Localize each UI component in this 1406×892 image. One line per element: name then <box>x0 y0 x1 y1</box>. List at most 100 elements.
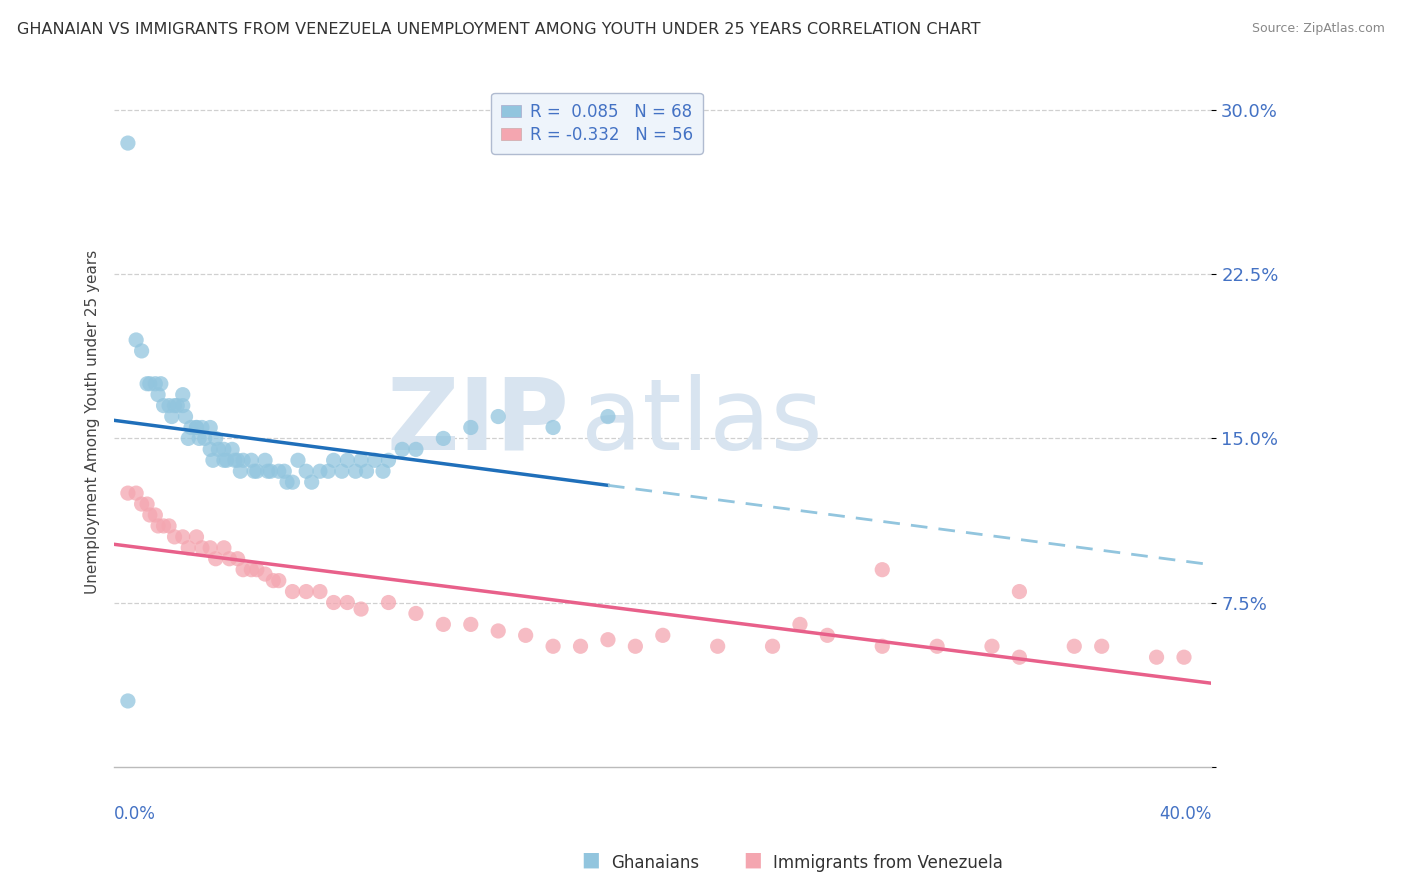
Point <box>596 409 619 424</box>
Point <box>259 464 281 478</box>
Point <box>287 453 309 467</box>
Legend: R =  0.085   N = 68, R = -0.332   N = 56: R = 0.085 N = 68, R = -0.332 N = 56 <box>491 93 703 153</box>
Point <box>596 632 619 647</box>
Point <box>295 464 318 478</box>
Point <box>789 617 811 632</box>
Point <box>254 567 277 582</box>
Point <box>276 475 298 490</box>
Point <box>117 136 139 150</box>
Point <box>486 624 509 638</box>
Point <box>336 595 359 609</box>
Point <box>927 640 949 654</box>
Point <box>163 399 186 413</box>
Point <box>460 420 482 434</box>
Text: 0.0%: 0.0% <box>114 805 156 823</box>
Point <box>172 387 194 401</box>
Point <box>281 584 304 599</box>
Point <box>460 617 482 632</box>
Point <box>246 563 269 577</box>
Point <box>212 541 235 555</box>
Text: Immigrants from Venezuela: Immigrants from Venezuela <box>773 855 1002 872</box>
Point <box>174 409 197 424</box>
Point <box>194 432 217 446</box>
Point <box>330 464 353 478</box>
Point <box>336 453 359 467</box>
Point <box>143 508 166 522</box>
Point <box>541 420 564 434</box>
Point <box>117 486 139 500</box>
Point <box>569 640 592 654</box>
Point <box>1063 640 1085 654</box>
Point <box>246 464 269 478</box>
Point <box>166 399 188 413</box>
Text: Source: ZipAtlas.com: Source: ZipAtlas.com <box>1251 22 1385 36</box>
Point <box>815 628 838 642</box>
Point <box>186 530 208 544</box>
Point <box>146 519 169 533</box>
Point <box>240 563 263 577</box>
Point <box>172 399 194 413</box>
Point <box>364 453 387 467</box>
Text: 40.0%: 40.0% <box>1159 805 1212 823</box>
Point <box>152 399 174 413</box>
Point <box>139 508 162 522</box>
Point <box>215 453 238 467</box>
Point <box>157 399 180 413</box>
Point <box>229 464 252 478</box>
Point <box>198 541 221 555</box>
Point <box>316 464 339 478</box>
Point <box>160 409 183 424</box>
Point <box>761 640 783 654</box>
Point <box>432 617 454 632</box>
Point <box>371 464 394 478</box>
Point <box>136 497 159 511</box>
Point <box>322 595 344 609</box>
Point <box>267 574 290 588</box>
Point <box>221 442 243 457</box>
Point <box>267 464 290 478</box>
Point <box>198 420 221 434</box>
Point <box>273 464 295 478</box>
Point <box>188 432 211 446</box>
Point <box>350 453 373 467</box>
Point <box>186 420 208 434</box>
Point <box>309 464 332 478</box>
Point <box>172 530 194 544</box>
Point <box>356 464 378 478</box>
Point <box>486 409 509 424</box>
Point <box>1008 584 1031 599</box>
Point <box>218 551 240 566</box>
Point <box>191 420 214 434</box>
Point <box>377 453 399 467</box>
Point <box>226 453 249 467</box>
Point <box>240 453 263 467</box>
Point <box>350 602 373 616</box>
Point <box>256 464 278 478</box>
Point <box>322 453 344 467</box>
Point <box>301 475 323 490</box>
Point <box>136 376 159 391</box>
Point <box>1008 650 1031 665</box>
Point <box>143 376 166 391</box>
Point <box>204 551 226 566</box>
Point <box>191 541 214 555</box>
Point <box>243 464 266 478</box>
Text: ZIP: ZIP <box>387 374 569 470</box>
Point <box>207 442 229 457</box>
Point <box>117 694 139 708</box>
Point <box>432 432 454 446</box>
Point <box>163 530 186 544</box>
Point <box>254 453 277 467</box>
Point <box>232 563 254 577</box>
Point <box>624 640 647 654</box>
Point <box>1173 650 1195 665</box>
Y-axis label: Unemployment Among Youth under 25 years: Unemployment Among Youth under 25 years <box>86 250 100 594</box>
Text: ▪: ▪ <box>581 845 600 874</box>
Point <box>177 432 200 446</box>
Point <box>212 453 235 467</box>
Point <box>226 551 249 566</box>
Point <box>198 442 221 457</box>
Point <box>204 432 226 446</box>
Point <box>706 640 728 654</box>
Point <box>157 519 180 533</box>
